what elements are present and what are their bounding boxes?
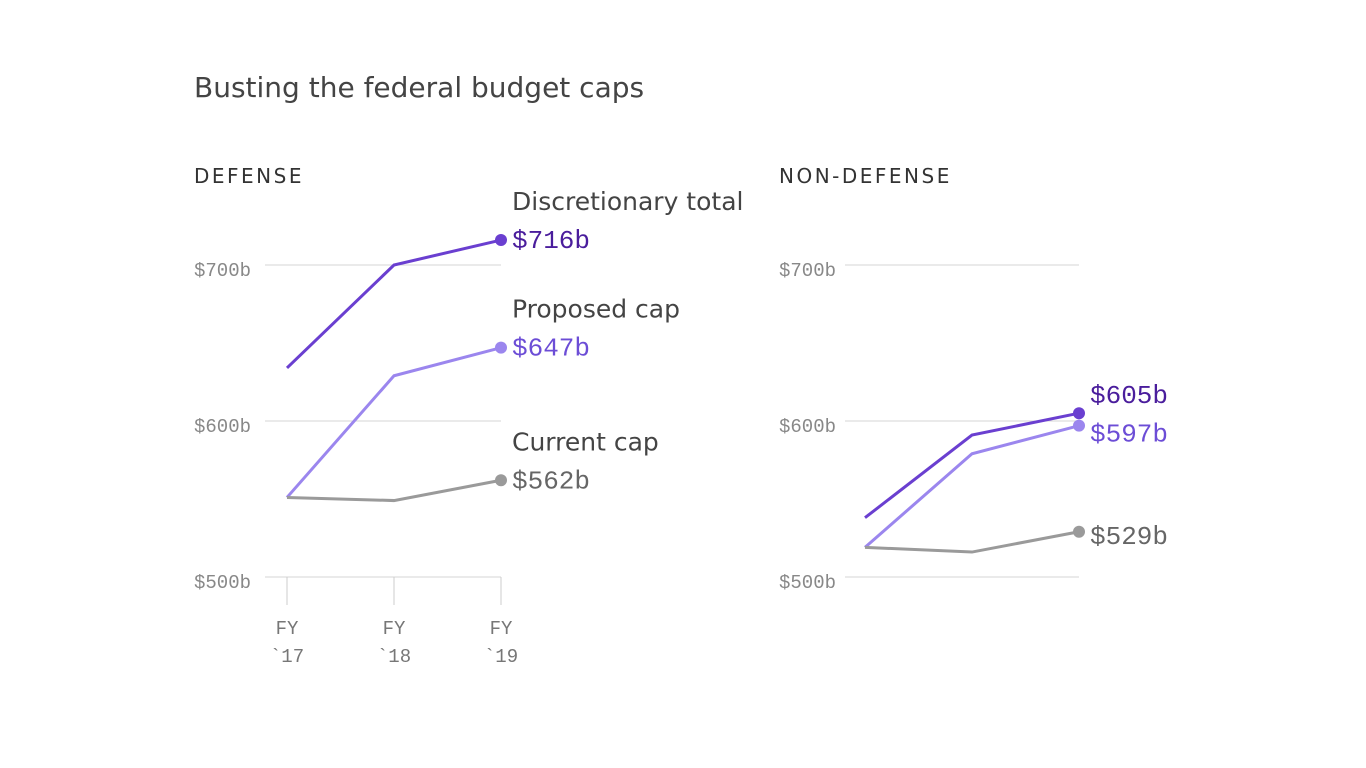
panel-title: DEFENSE [194,164,304,188]
value-label: $597b [1090,420,1168,450]
y-tick-label: $500b [194,572,251,594]
series-name: Current cap [512,427,659,456]
series-name: Proposed cap [512,295,680,324]
value-label: $562b [512,466,590,496]
series-name: Discretionary total [512,187,743,216]
x-tick-label: FY `19 [483,618,519,668]
end-point [495,234,507,247]
y-tick-label: $600b [194,416,251,438]
end-point [1073,525,1085,538]
panel-title: NON-DEFENSE [779,164,952,188]
series-line [864,530,1080,554]
value-label: $716b [512,226,590,256]
series-line [286,478,502,503]
end-point [1073,407,1085,420]
x-tick-label: FY `18 [376,618,412,668]
y-tick-label: $600b [779,416,836,438]
x-tick-label: FY `17 [269,618,305,668]
y-tick-label: $700b [779,260,836,282]
y-tick-label: $500b [779,572,836,594]
end-point [495,341,507,354]
series-line [285,238,502,370]
series-line [864,411,1080,519]
page-title: Busting the federal budget caps [194,71,644,104]
end-point [1073,419,1085,432]
end-point [495,474,507,487]
y-tick-label: $700b [194,260,251,282]
value-label: $605b [1090,381,1168,411]
value-label: $647b [512,334,590,364]
series-line [864,424,1080,549]
series-line [285,346,502,499]
value-label: $529b [1090,522,1168,552]
